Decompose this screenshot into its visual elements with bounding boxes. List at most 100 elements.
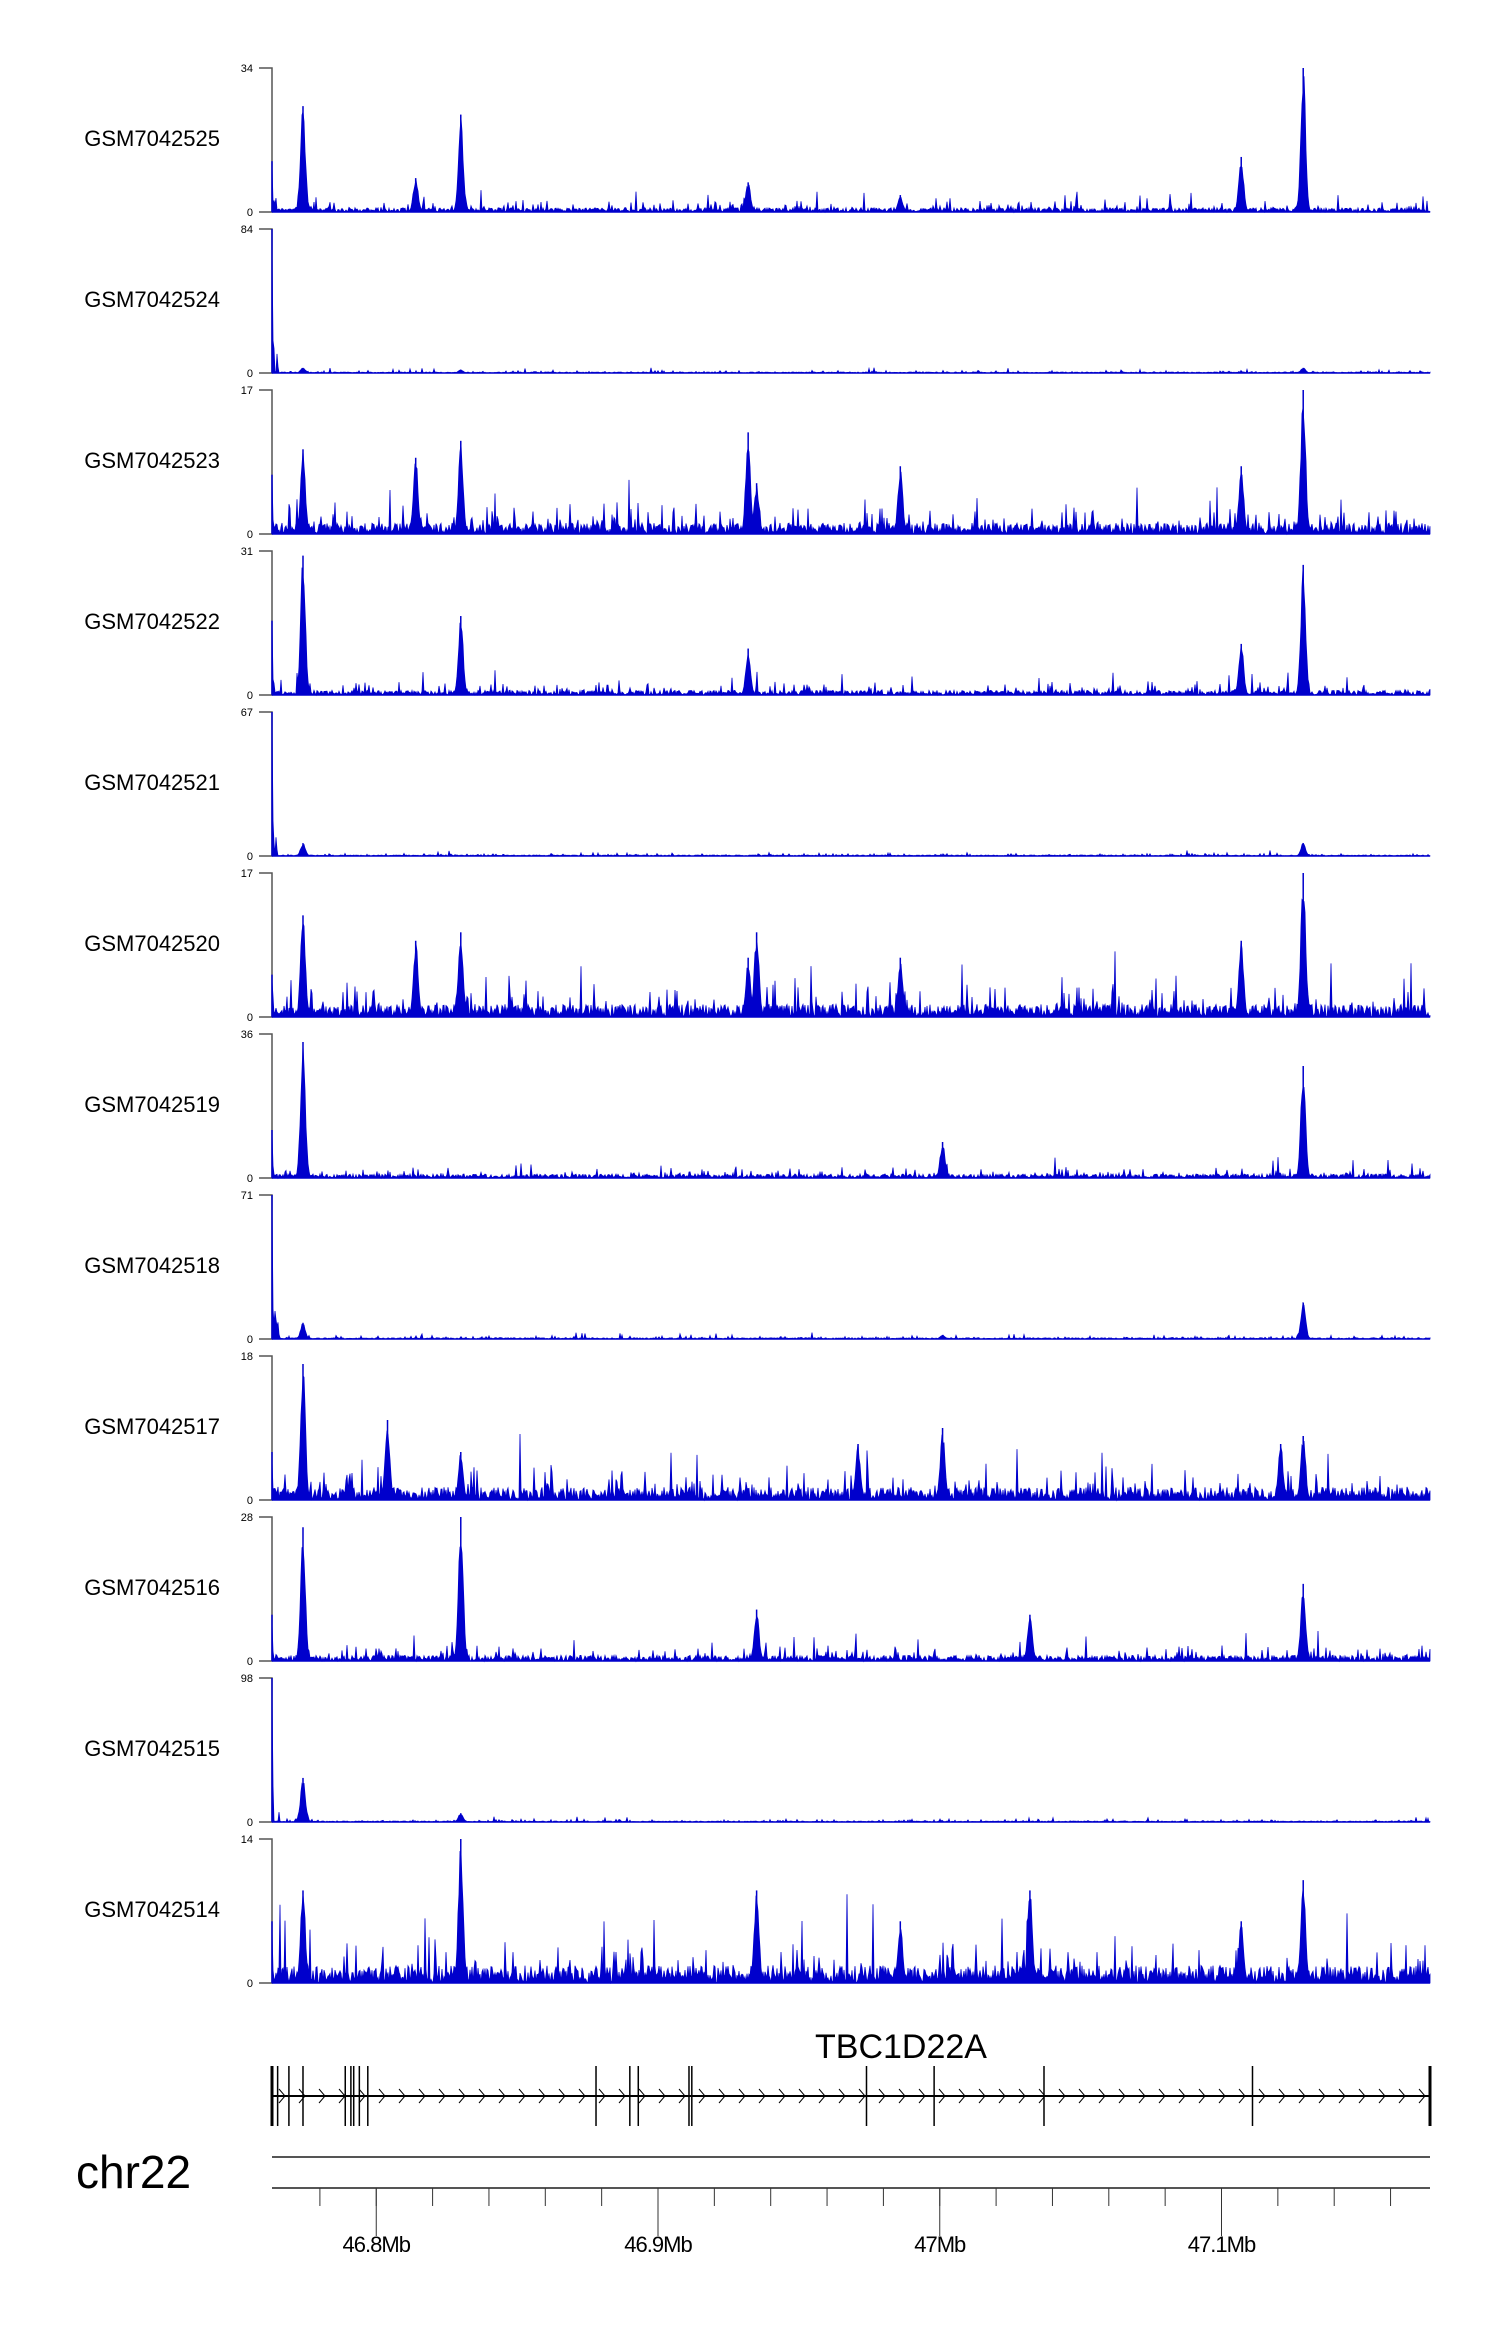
y-axis [259, 1838, 273, 1984]
signal-area [271, 1691, 1431, 1824]
y-min-label: 0 [247, 851, 253, 863]
track-GSM7042515: GSM7042515 98 0 [84, 1673, 1431, 1829]
strand-arrow-icon [558, 2088, 566, 2104]
strand-arrow-icon [818, 2088, 826, 2104]
track-GSM7042521: GSM7042521 67 0 [84, 707, 1431, 863]
track-GSM7042516: GSM7042516 28 0 [84, 1512, 1431, 1668]
signal-area [271, 407, 1431, 536]
track-label: GSM7042519 [84, 1092, 220, 1117]
track-label: GSM7042520 [84, 931, 220, 956]
y-max-label: 31 [241, 546, 253, 558]
strand-arrow-icon [1038, 2088, 1046, 2104]
y-max-label: 36 [241, 1029, 253, 1041]
track-label: GSM7042522 [84, 609, 220, 634]
strand-arrow-icon [1218, 2088, 1226, 2104]
strand-arrow-icon [1078, 2088, 1086, 2104]
y-max-label: 14 [241, 1834, 253, 1846]
strand-arrow-icon [978, 2088, 986, 2104]
y-min-label: 0 [247, 1978, 253, 1990]
strand-arrow-icon [478, 2088, 486, 2104]
strand-arrow-icon [1338, 2088, 1346, 2104]
y-min-label: 0 [247, 1334, 253, 1346]
x-tick-label: 47Mb [914, 2232, 966, 2257]
track-label: GSM7042524 [84, 287, 220, 312]
track-GSM7042520: GSM7042520 17 0 [84, 868, 1431, 1024]
strand-arrow-icon [758, 2088, 766, 2104]
signal-area [271, 719, 1431, 857]
signal-area [271, 249, 1431, 374]
strand-arrow-icon [878, 2088, 886, 2104]
strand-arrow-icon [1158, 2088, 1166, 2104]
gene-label: TBC1D22A [815, 2028, 987, 2066]
track-label: GSM7042515 [84, 1736, 220, 1761]
y-min-label: 0 [247, 1173, 253, 1185]
track-GSM7042514: GSM7042514 14 0 [84, 1834, 1431, 1990]
strand-arrow-icon [1418, 2088, 1426, 2104]
strand-arrow-icon [298, 2088, 306, 2104]
y-min-label: 0 [247, 1495, 253, 1507]
strand-arrow-icon [838, 2088, 846, 2104]
chromosome-label: chr22 [76, 2146, 191, 2198]
strand-arrow-icon [698, 2088, 706, 2104]
strand-arrow-icon [1258, 2088, 1266, 2104]
signal-area [271, 1044, 1431, 1180]
strand-arrow-icon [1358, 2088, 1366, 2104]
strand-arrow-icon [458, 2088, 466, 2104]
y-max-label: 28 [241, 1512, 253, 1524]
y-max-label: 84 [241, 224, 253, 236]
signal-area [271, 1543, 1431, 1663]
strand-arrow-icon [578, 2088, 586, 2104]
signal-tracks: GSM7042525340GSM7042524840GSM7042523170G… [84, 63, 1431, 1990]
strand-arrow-icon [718, 2088, 726, 2104]
track-GSM7042519: GSM7042519 36 0 [84, 1029, 1431, 1185]
signal-area [271, 1202, 1431, 1341]
track-GSM7042523: GSM7042523 17 0 [84, 385, 1431, 541]
y-axis [259, 1033, 273, 1179]
strand-arrow-icon [498, 2088, 506, 2104]
y-axis [259, 711, 273, 857]
strand-arrow-icon [1198, 2088, 1206, 2104]
strand-arrow-icon [1318, 2088, 1326, 2104]
strand-arrow-icon [538, 2088, 546, 2104]
track-label: GSM7042516 [84, 1575, 220, 1600]
strand-arrow-icon [918, 2088, 926, 2104]
strand-arrow-icon [1138, 2088, 1146, 2104]
strand-arrow-icon [858, 2088, 866, 2104]
track-label: GSM7042521 [84, 770, 220, 795]
y-max-label: 17 [241, 385, 253, 397]
y-max-label: 18 [241, 1351, 253, 1363]
y-axis [259, 228, 273, 374]
strand-arrow-icon [1398, 2088, 1406, 2104]
strand-arrow-icon [1098, 2088, 1106, 2104]
strand-arrow-icon [778, 2088, 786, 2104]
strand-arrow-icon [1118, 2088, 1126, 2104]
y-axis [259, 67, 273, 213]
track-GSM7042518: GSM7042518 71 0 [84, 1190, 1431, 1346]
y-axis [259, 1355, 273, 1501]
strand-arrow-icon [1378, 2088, 1386, 2104]
track-label: GSM7042517 [84, 1414, 220, 1439]
y-axis [259, 1194, 273, 1340]
y-max-label: 17 [241, 868, 253, 880]
strand-arrow-icon [798, 2088, 806, 2104]
track-label: GSM7042525 [84, 126, 220, 151]
y-max-label: 67 [241, 707, 253, 719]
track-GSM7042522: GSM7042522 31 0 [84, 546, 1431, 702]
strand-arrow-icon [1278, 2088, 1286, 2104]
strand-arrow-icon [598, 2088, 606, 2104]
track-GSM7042524: GSM7042524 84 0 [84, 224, 1431, 380]
strand-arrow-icon [638, 2088, 646, 2104]
x-tick-label: 47.1Mb [1188, 2232, 1256, 2257]
y-axis [259, 389, 273, 535]
gene-track: TBC1D22A [270, 2028, 1432, 2126]
y-max-label: 71 [241, 1190, 253, 1202]
strand-arrow-icon [678, 2088, 686, 2104]
strand-arrow-icon [1018, 2088, 1026, 2104]
strand-arrow-icon [1238, 2088, 1246, 2104]
y-axis [259, 872, 273, 1018]
track-GSM7042517: GSM7042517 18 0 [84, 1351, 1431, 1507]
strand-arrow-icon [518, 2088, 526, 2104]
strand-arrow-icon [418, 2088, 426, 2104]
genome-axis: chr22 46.8Mb 46.9Mb 47Mb 47.1Mb [76, 2146, 1430, 2257]
track-label: GSM7042514 [84, 1897, 220, 1922]
